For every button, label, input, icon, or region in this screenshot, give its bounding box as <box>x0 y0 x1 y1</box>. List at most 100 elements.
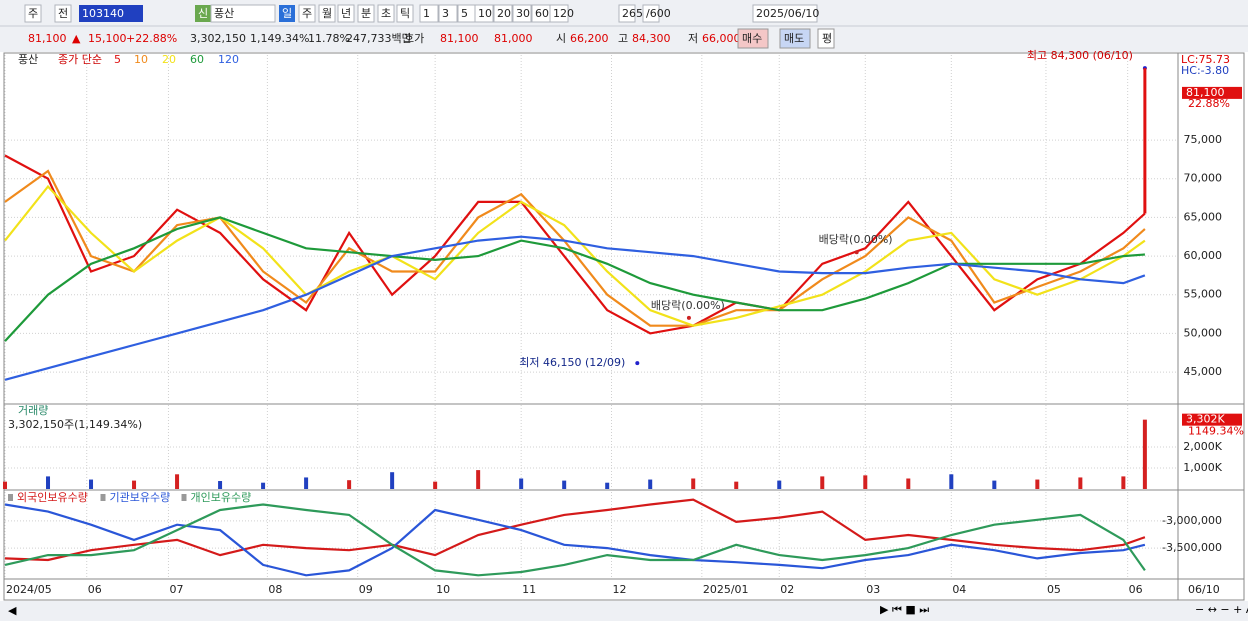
toolbar-item[interactable]: 1 <box>423 7 430 20</box>
toolbar-item[interactable]: 20 <box>497 7 511 20</box>
x-tick-label: 05 <box>1047 583 1061 596</box>
toolbar-item[interactable]: 30 <box>516 7 530 20</box>
quote-item: 84,300 <box>632 32 671 45</box>
quote-item: 66,000 <box>702 32 741 45</box>
legend-swatch <box>8 494 13 501</box>
quote-item[interactable]: 매도 <box>784 32 804 45</box>
x-tick-label: 12 <box>613 583 627 596</box>
toolbar-item[interactable]: 년 <box>341 7 351 20</box>
quote-item: 저 <box>688 32 698 45</box>
quote-item: 시 <box>556 32 566 45</box>
volume-bar <box>1121 476 1126 489</box>
toolbar-button <box>419 4 439 23</box>
legend-entry: 10 <box>134 53 148 66</box>
y-tick-label: 2,000K <box>1183 440 1222 453</box>
chart-title: 거래량 <box>18 404 48 417</box>
toolbar-item[interactable]: 풍산 <box>214 7 234 20</box>
toolbar-item[interactable]: 3 <box>442 7 449 20</box>
scrollbar <box>0 601 1248 621</box>
quote-item: ▲ <box>72 32 81 45</box>
toolbar-button <box>396 4 414 23</box>
volume-bar <box>777 480 782 489</box>
toolbar-button <box>493 4 513 23</box>
toolbar-item[interactable]: 월 <box>322 7 332 20</box>
toolbar-item[interactable]: 5 <box>461 7 468 20</box>
scroll-controls[interactable]: ▶ ⏮ ■ ⏭ <box>880 603 929 616</box>
toolbar-button <box>618 4 636 23</box>
x-end-label: 06/10 <box>1188 583 1220 596</box>
toolbar-button <box>357 4 375 23</box>
x-tick-label: 06 <box>1129 583 1143 596</box>
toolbar-button <box>817 28 835 49</box>
quote-item: +22.88% <box>126 32 177 45</box>
legend-entry: 20 <box>162 53 176 66</box>
right-label: HC:-3.80 <box>1181 64 1229 77</box>
toolbar-highlight <box>79 5 143 22</box>
quote-item[interactable]: 매수 <box>742 32 762 45</box>
annotation: 최저 46,150 (12/09) <box>519 356 625 369</box>
toolbar-item[interactable]: 초 <box>381 7 391 20</box>
legend-entry: 기관보유수량 <box>110 491 171 504</box>
annotation: 배당락(0.00%) <box>819 233 893 246</box>
last-price: 81,100 <box>1186 86 1225 99</box>
quote-item: 호가 <box>404 32 424 45</box>
quote-item: 1,149.34% <box>250 32 309 45</box>
legend-entry: 외국인보유수량 <box>17 491 88 504</box>
toolbar-button <box>377 4 395 23</box>
toolbar-button <box>779 28 811 49</box>
legend-swatch <box>100 494 106 501</box>
scroll-left[interactable]: ◀ <box>8 604 17 617</box>
volume-bar <box>304 477 309 489</box>
toolbar-button <box>318 4 336 23</box>
chart-label: 풍산 <box>18 53 38 66</box>
volume-bar <box>949 474 954 489</box>
volume-change: 1149.34% <box>1188 425 1244 438</box>
toolbar-item[interactable]: 일 <box>282 6 292 20</box>
quote-item: 247,733백만 <box>346 32 412 45</box>
toolbar-item[interactable]: 2025/06/10 <box>756 7 819 20</box>
volume-bar <box>605 482 610 489</box>
volume-bar <box>992 480 997 489</box>
legend-entry: 개인보유수량 <box>191 491 252 504</box>
last-volume: 3,302K <box>1186 413 1225 426</box>
change-label: 22.88% <box>1188 97 1230 110</box>
toolbar-item[interactable]: 전 <box>58 7 68 20</box>
quote-item: 81,100 <box>440 32 479 45</box>
volume-bar <box>691 478 696 489</box>
toolbar-item[interactable]: 103140 <box>82 7 124 20</box>
volume-bar <box>175 474 180 489</box>
x-tick-label: 11 <box>522 583 536 596</box>
volume-bar <box>1078 477 1083 489</box>
legend-title: 종가 단순 <box>58 53 102 66</box>
zoom-controls[interactable]: − ↔ − + A <box>1195 603 1248 616</box>
toolbar-item[interactable]: 주 <box>28 7 38 20</box>
toolbar-item[interactable]: 분 <box>361 7 371 20</box>
quote-item[interactable]: 평 <box>822 32 832 45</box>
volume-bar <box>433 481 438 489</box>
toolbar-item[interactable]: /600 <box>646 7 671 20</box>
volume-bar <box>218 481 223 489</box>
series-line <box>4 503 1146 577</box>
toolbar-button <box>54 4 72 23</box>
quote-item: 81,000 <box>494 32 533 45</box>
toolbar-item[interactable]: 신 <box>198 7 208 20</box>
series-line <box>4 184 1146 327</box>
toolbar-item[interactable]: 60 <box>535 7 549 20</box>
toolbar-item[interactable]: 265 <box>622 7 643 20</box>
toolbar-item[interactable]: 120 <box>553 7 574 20</box>
x-tick-label: 2024/05 <box>6 583 52 596</box>
toolbar-button <box>474 4 494 23</box>
volume-bar <box>476 470 481 489</box>
toolbar-item[interactable]: 틱 <box>400 7 410 20</box>
series-line <box>4 235 1146 381</box>
y-tick-label: 45,000 <box>1184 365 1223 378</box>
annotation-point <box>686 315 691 320</box>
y-tick-label: 55,000 <box>1184 288 1223 301</box>
toolbar-button <box>298 4 316 23</box>
toolbar-item[interactable]: 10 <box>478 7 492 20</box>
volume-bar <box>519 478 524 489</box>
volume-bar <box>3 481 7 489</box>
toolbar-item[interactable]: 주 <box>302 7 312 20</box>
x-tick-label: 07 <box>169 583 183 596</box>
chart-subtitle: 3,302,150주(1,149.34%) <box>8 418 142 431</box>
